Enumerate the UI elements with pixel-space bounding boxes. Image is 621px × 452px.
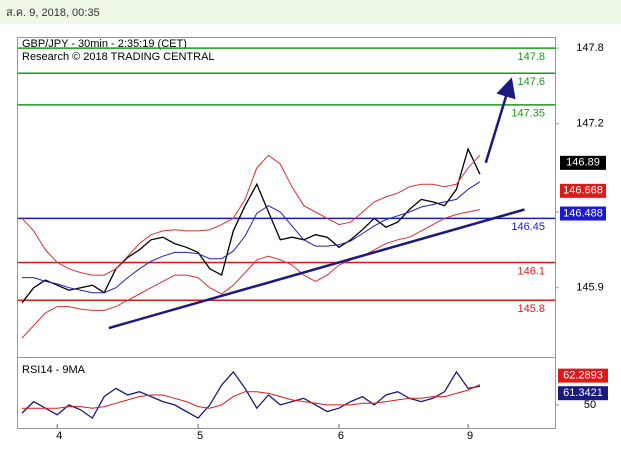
y-tick-label: 147.2 bbox=[576, 118, 604, 130]
y-tick-label: 145.9 bbox=[576, 282, 604, 294]
chart-subtitle: Research © 2018 TRADING CENTRAL bbox=[22, 51, 215, 63]
price-box bbox=[560, 155, 606, 170]
value-box-label: 62.2893 bbox=[563, 370, 603, 382]
value-box bbox=[558, 386, 608, 401]
trendline bbox=[108, 208, 525, 330]
x-tick-label: 9 bbox=[467, 430, 473, 442]
level-label: 147.35 bbox=[511, 108, 545, 120]
level-label: 146.1 bbox=[517, 265, 545, 277]
series-line bbox=[21, 370, 481, 420]
series-line bbox=[22, 384, 481, 409]
level-label: 145.8 bbox=[517, 303, 545, 315]
level-label: 146.45 bbox=[511, 221, 545, 233]
x-tick-label: 5 bbox=[197, 430, 203, 442]
level-label: 147.6 bbox=[517, 76, 545, 88]
series-line bbox=[21, 209, 481, 339]
series-line bbox=[21, 147, 481, 304]
x-tick-label: 4 bbox=[56, 430, 62, 442]
chart-title: GBP/JPY - 30min - 2:35:19 (CET) bbox=[22, 38, 187, 50]
value-box-label: 61.3421 bbox=[563, 387, 603, 399]
series-line bbox=[21, 154, 481, 276]
top-bar bbox=[0, 0, 621, 24]
price-box bbox=[560, 206, 606, 221]
series-line bbox=[22, 181, 481, 294]
price-box bbox=[560, 183, 606, 198]
price-box-label: 146.89 bbox=[566, 157, 600, 169]
arrow bbox=[484, 77, 516, 164]
x-tick-label: 6 bbox=[338, 430, 344, 442]
rsi-title: RSI14 - 9MA bbox=[22, 364, 86, 376]
price-box-label: 146.668 bbox=[563, 185, 603, 197]
y-tick-label: 147.8 bbox=[576, 42, 604, 54]
plot-frame bbox=[17, 37, 556, 429]
y-tick-label: 50 bbox=[584, 399, 596, 411]
price-box-label: 146.488 bbox=[563, 207, 603, 219]
timestamp: ส.ค. 9, 2018, 00:35 bbox=[6, 7, 100, 19]
level-label: 147.8 bbox=[517, 51, 545, 63]
value-box bbox=[558, 368, 608, 383]
